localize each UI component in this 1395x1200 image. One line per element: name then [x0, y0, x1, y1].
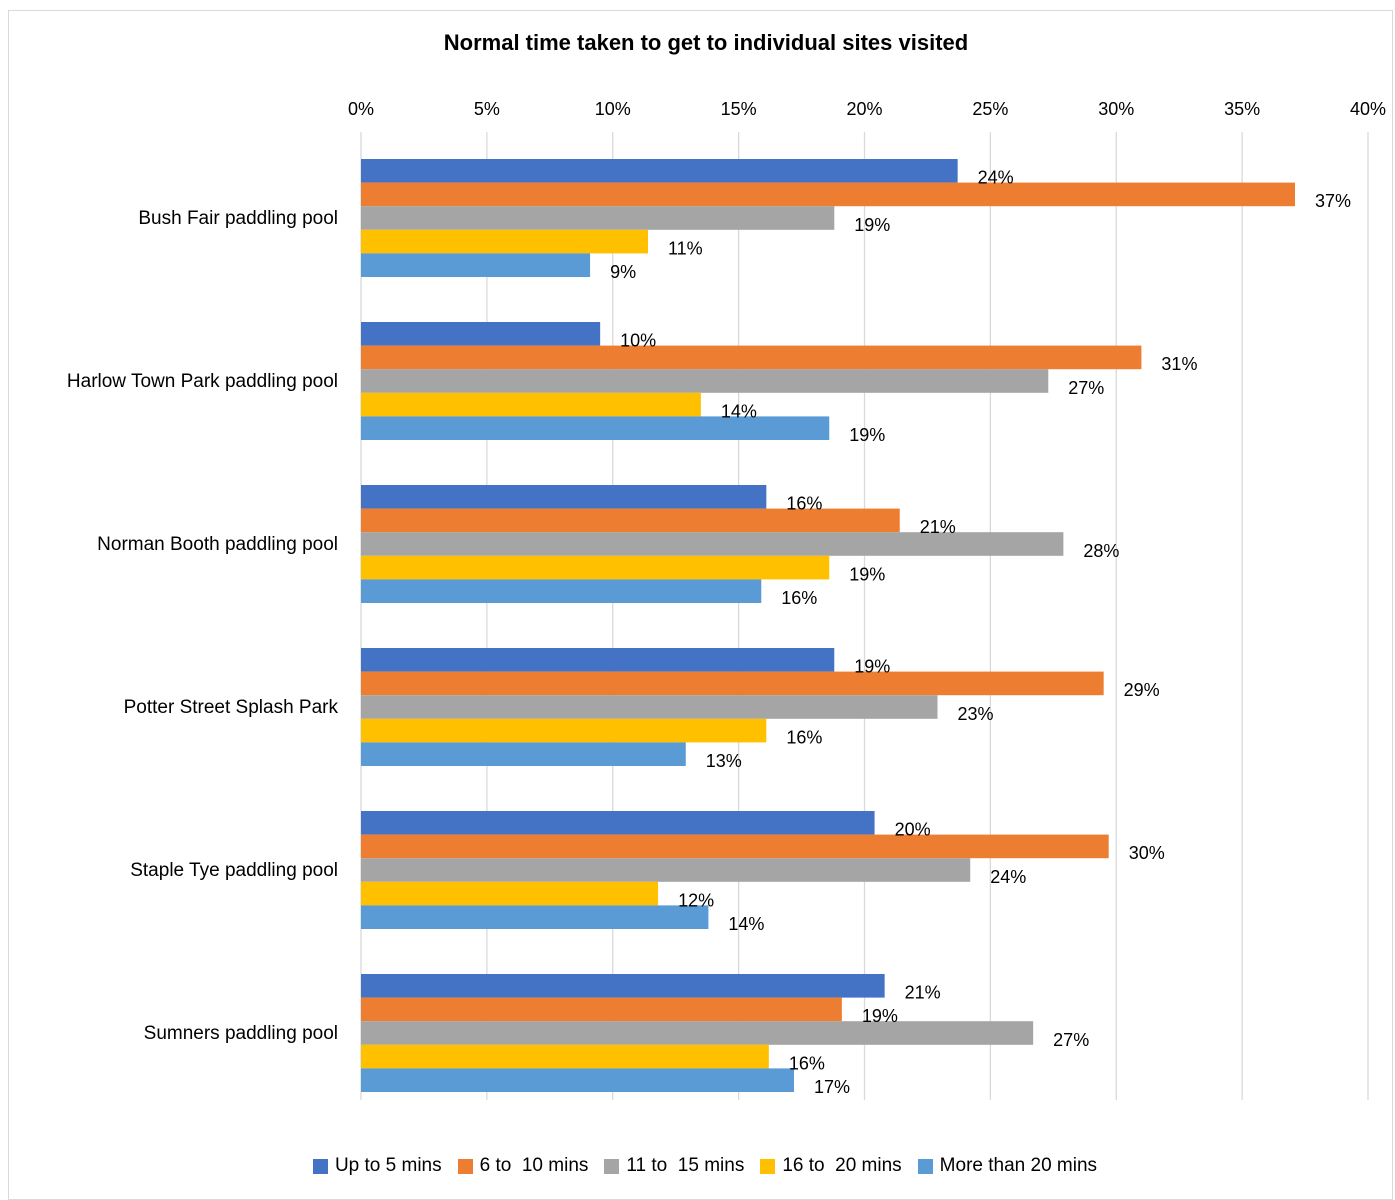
data-label: 16% [789, 1053, 825, 1073]
bar [361, 206, 835, 230]
bar [361, 858, 971, 882]
bar [361, 579, 762, 603]
legend-swatch [457, 1158, 473, 1174]
bar [361, 1044, 769, 1069]
legend-swatch [760, 1158, 776, 1174]
data-label: 21% [920, 517, 956, 537]
legend: Up to 5 mins 6 to 10 mins 11 to 15 mins 16 … [0, 1155, 1395, 1177]
data-label: 24% [978, 168, 1014, 188]
legend-item: Up to 5 mins [312, 1155, 442, 1177]
bar [361, 485, 767, 509]
data-label: 28% [1083, 541, 1119, 561]
bar [361, 345, 1142, 370]
category-label: Sumners paddling pool [144, 1023, 338, 1044]
bar [361, 881, 659, 906]
bar [361, 648, 835, 672]
category-label: Potter Street Splash Park [124, 697, 339, 718]
data-label: 27% [1053, 1030, 1089, 1050]
data-label: 19% [862, 1006, 898, 1026]
category-label: Staple Tye paddling pool [130, 860, 338, 881]
bar [361, 555, 830, 580]
data-label: 9% [610, 262, 636, 282]
bar [361, 905, 709, 929]
bar [361, 1021, 1034, 1045]
bar [361, 671, 1104, 696]
x-tick-label: 40% [1350, 99, 1386, 119]
bar [361, 695, 938, 719]
data-label: 21% [905, 983, 941, 1003]
data-label: 14% [721, 401, 757, 421]
x-tick-label: 0% [348, 99, 374, 119]
legend-swatch [312, 1158, 328, 1174]
bar [361, 392, 701, 417]
bar [361, 369, 1049, 393]
bar [361, 834, 1109, 859]
data-label: 24% [990, 867, 1026, 887]
data-label: 19% [849, 425, 885, 445]
x-axis-ticks: 0% 5% 10% 15% 20% 25% 30% 35% 40% [348, 99, 1386, 119]
x-tick-label: 5% [474, 99, 500, 119]
data-labels: 24% 37% 19% 11% 9% 10% 31% 27% 14% 19% 16% 21% 28% 19… [610, 168, 1351, 1097]
category-label: Harlow Town Park paddling pool [67, 371, 338, 392]
legend-label: 16 to 20 mins [782, 1155, 902, 1176]
data-label: 19% [854, 215, 890, 235]
data-label: 27% [1068, 378, 1104, 398]
x-tick-label: 20% [846, 99, 882, 119]
data-label: 20% [895, 820, 931, 840]
data-label: 11% [668, 238, 703, 258]
data-label: 30% [1129, 843, 1165, 863]
data-label: 19% [849, 564, 885, 584]
data-label: 17% [814, 1077, 850, 1097]
legend-swatch [604, 1158, 620, 1174]
bar [361, 159, 958, 183]
bar [361, 718, 767, 743]
x-tick-label: 30% [1098, 99, 1134, 119]
category-label: Norman Booth paddling pool [97, 534, 338, 555]
data-label: 14% [728, 914, 764, 934]
data-label: 37% [1315, 191, 1351, 211]
data-label: 23% [958, 704, 994, 724]
bar [361, 811, 875, 835]
legend-swatch [917, 1158, 933, 1174]
x-tick-label: 15% [721, 99, 757, 119]
legend-label: Up to 5 mins [334, 1155, 442, 1176]
chart-title: Normal time taken to get to individual s… [443, 30, 969, 55]
data-label: 12% [678, 890, 714, 910]
data-label: 29% [1124, 680, 1160, 700]
legend-item: 6 to 10 mins [457, 1155, 589, 1177]
bar [361, 532, 1064, 556]
legend-item: 16 to 20 mins [760, 1155, 902, 1177]
chart-plot: 0% 5% 10% 15% 20% 25% 30% 35% 40% Bush Fair padd… [67, 99, 1386, 1100]
bar [361, 416, 830, 440]
bar [361, 1068, 795, 1092]
legend-label: 6 to 10 mins [479, 1155, 589, 1176]
x-tick-label: 35% [1224, 99, 1260, 119]
x-tick-label: 10% [595, 99, 631, 119]
data-label: 16% [786, 727, 822, 747]
legend-label: More than 20 mins [939, 1155, 1098, 1176]
data-label: 10% [620, 331, 656, 351]
legend-label: 11 to 15 mins [626, 1155, 745, 1176]
legend-item: 11 to 15 mins [604, 1155, 744, 1177]
category-label: Bush Fair paddling pool [138, 208, 338, 229]
bar [361, 974, 885, 998]
bars [361, 159, 1295, 1092]
data-label: 13% [706, 751, 742, 771]
legend-item: More than 20 mins [917, 1155, 1098, 1177]
data-label: 16% [786, 494, 822, 514]
bar [361, 253, 591, 277]
bar [361, 182, 1295, 207]
bar [361, 742, 686, 766]
data-label: 31% [1161, 354, 1197, 374]
gridlines [360, 132, 1369, 1100]
category-labels: Bush Fair paddling pool Harlow Town Park … [67, 208, 339, 1044]
data-label: 19% [854, 657, 890, 677]
data-label: 16% [781, 588, 817, 608]
bar [361, 997, 842, 1022]
bar [361, 322, 601, 346]
bar [361, 229, 648, 254]
bar [361, 508, 900, 533]
x-tick-label: 25% [972, 99, 1008, 119]
